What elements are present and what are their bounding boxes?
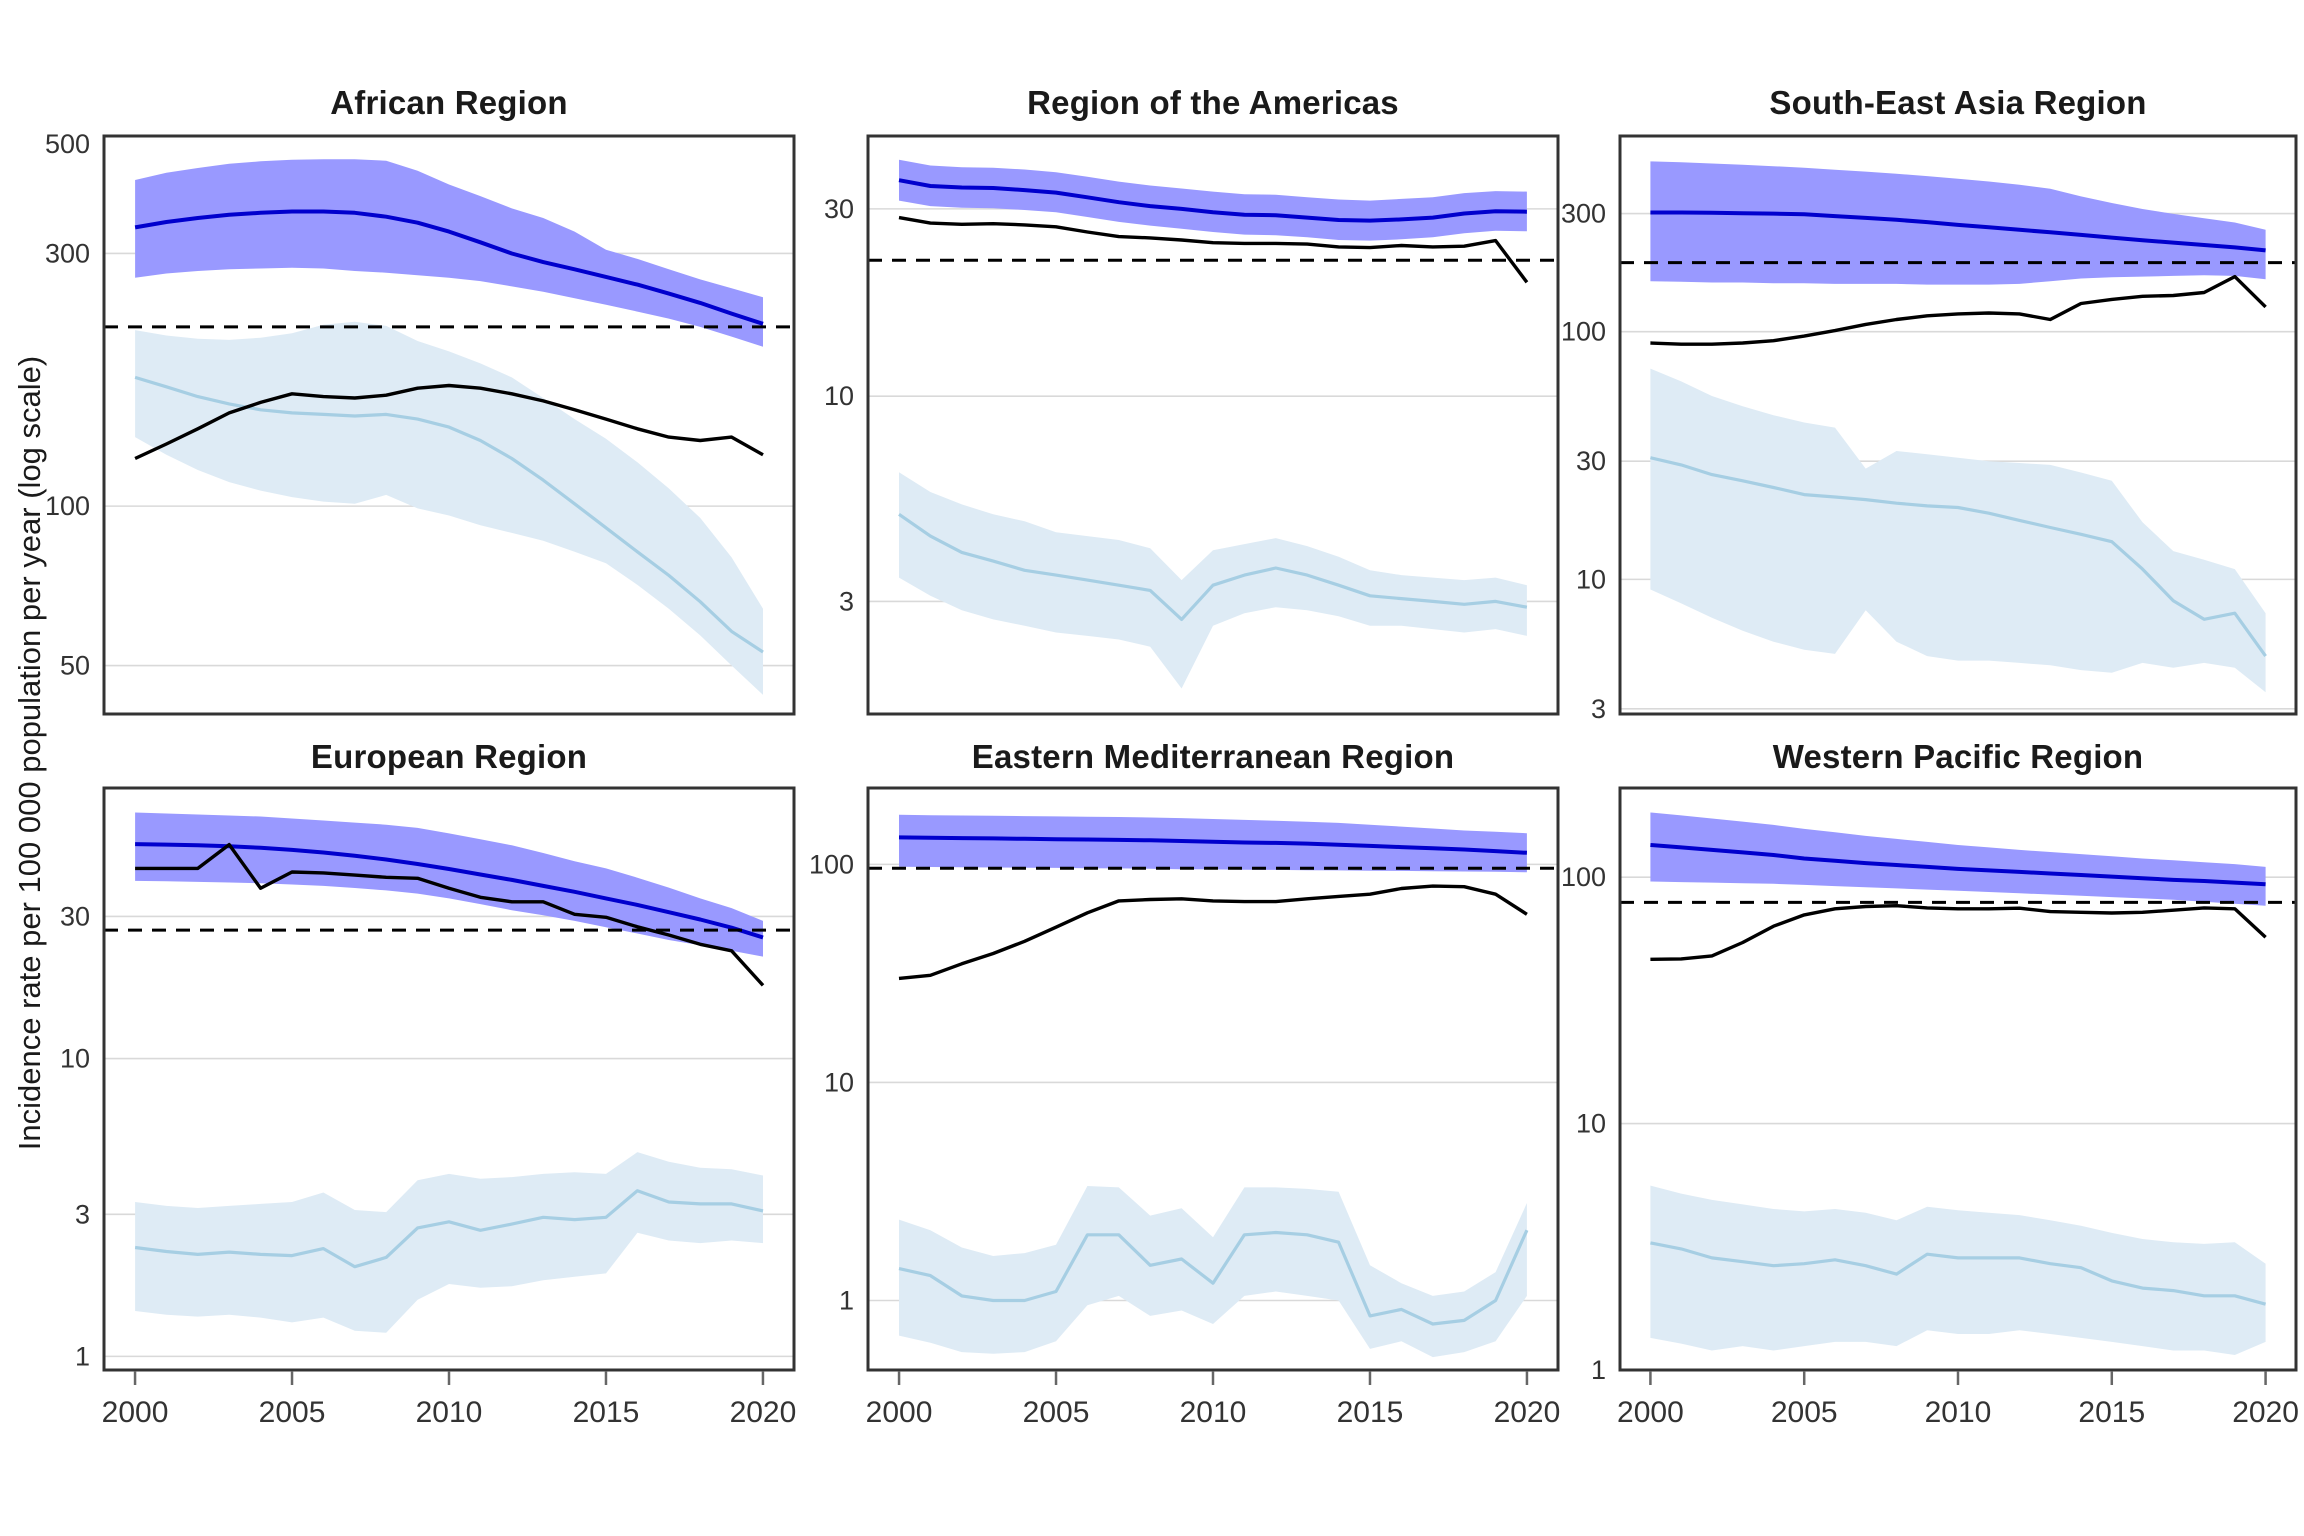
notifications-line	[1650, 904, 2267, 961]
secondary-uncertainty-ribbon	[1650, 1185, 2266, 1355]
panel-border	[866, 134, 1560, 716]
y-tick-label: 500	[45, 129, 90, 159]
y-tick-label: 50	[60, 651, 90, 681]
x-tick-label: 2015	[2078, 1396, 2145, 1429]
secondary-uncertainty-ribbon	[1650, 368, 2266, 693]
x-tick-label: 2020	[730, 1396, 797, 1429]
panel-plot-area	[104, 788, 794, 1370]
x-tick-label: 2010	[416, 1396, 483, 1429]
panel-title-region-of-americas: Region of the Americas	[1027, 84, 1399, 121]
secondary-uncertainty-ribbon	[135, 321, 764, 695]
y-tick-label: 3	[839, 586, 854, 616]
secondary-uncertainty-ribbon	[135, 1152, 764, 1333]
panel-south-east-asia-region: 300 100 30 10 3	[1561, 134, 2298, 724]
estimate-uncertainty-ribbon	[135, 159, 764, 347]
notifications-line	[135, 842, 765, 987]
estimate-uncertainty-ribbon	[1650, 812, 2266, 906]
secondary-line	[898, 512, 1528, 622]
x-tick-label: 2000	[102, 1396, 169, 1429]
y-tick-label: 30	[1576, 446, 1606, 476]
y-tick-label: 1	[839, 1285, 854, 1315]
y-tick-label: 100	[1561, 862, 1606, 892]
y-tick-label: 10	[824, 1067, 854, 1097]
y-tick-label: 300	[1561, 199, 1606, 229]
estimate-line	[898, 178, 1527, 223]
y-tick-label: 1	[75, 1341, 90, 1371]
estimate-line	[134, 209, 764, 326]
x-tick-label: 2000	[1617, 1396, 1684, 1429]
y-tick-label: 10	[60, 1044, 90, 1074]
secondary-line	[134, 1189, 764, 1269]
panel-title-european-region: European Region	[310, 738, 588, 775]
x-tick-label: 2010	[1925, 1396, 1992, 1429]
panel-eastern-mediterranean-region: 100 10 1 2000 2005 2010 2015 2020	[809, 786, 1561, 1429]
panel-border	[1618, 134, 2298, 716]
estimate-line	[1650, 210, 2266, 253]
y-tick-label: 30	[60, 901, 90, 931]
y-tick-label: 10	[1576, 564, 1606, 594]
secondary-uncertainty-ribbon	[899, 472, 1527, 689]
y-tick-label: 3	[75, 1199, 90, 1229]
x-tick-label: 2005	[1023, 1396, 1090, 1429]
secondary-line	[1650, 1241, 2267, 1306]
panel-european-region: 30 10 3 1 2000 2005 2010 2015 2020	[60, 786, 797, 1429]
panel-plot-area	[868, 136, 1558, 714]
panel-border	[102, 786, 796, 1372]
x-tick-label: 2000	[866, 1396, 933, 1429]
y-tick-label: 30	[824, 194, 854, 224]
estimate-line	[1650, 843, 2266, 887]
panel-border	[866, 786, 1560, 1372]
estimate-line	[898, 835, 1528, 855]
panel-plot-area	[868, 788, 1558, 1370]
secondary-line	[134, 375, 764, 654]
y-tick-label: 10	[1576, 1109, 1606, 1139]
y-tick-label: 100	[45, 491, 90, 521]
panel-plot-area	[104, 136, 794, 714]
panel-plot-area	[1620, 788, 2296, 1370]
panel-border	[1618, 786, 2298, 1372]
x-tick-label: 2020	[1494, 1396, 1561, 1429]
y-tick-label: 100	[1561, 317, 1606, 347]
panel-title-african-region: African Region	[330, 84, 568, 121]
panel-western-pacific-region: 100 10 1 2000 2005 2010 2015 2020	[1561, 786, 2299, 1429]
y-tick-label: 3	[1591, 694, 1606, 724]
notifications-line	[1650, 274, 2267, 346]
y-tick-label: 1	[1591, 1355, 1606, 1385]
panel-border	[102, 134, 796, 716]
x-tick-label: 2015	[1337, 1396, 1404, 1429]
panel-african-region: 500 300 100 50	[45, 129, 796, 716]
panel-title-eastern-mediterranean: Eastern Mediterranean Region	[971, 738, 1455, 775]
x-tick-label: 2015	[573, 1396, 640, 1429]
panel-title-western-pacific: Western Pacific Region	[1772, 738, 2144, 775]
y-tick-label: 300	[45, 238, 90, 268]
notifications-line	[898, 215, 1529, 284]
estimate-line	[135, 842, 764, 940]
panel-title-south-east-asia: South-East Asia Region	[1769, 84, 2147, 121]
panel-plot-area	[1620, 136, 2296, 714]
x-tick-label: 2005	[259, 1396, 326, 1429]
y-tick-label: 10	[824, 381, 854, 411]
x-tick-label: 2020	[2232, 1396, 2299, 1429]
secondary-line	[1650, 456, 2267, 658]
x-tick-label: 2005	[1771, 1396, 1838, 1429]
secondary-line	[898, 1229, 1529, 1326]
notifications-line	[898, 884, 1528, 981]
notifications-line	[134, 383, 764, 461]
x-tick-label: 2010	[1180, 1396, 1247, 1429]
y-tick-label: 100	[809, 849, 854, 879]
panel-region-of-the-americas: 30 10 3	[824, 134, 1560, 716]
